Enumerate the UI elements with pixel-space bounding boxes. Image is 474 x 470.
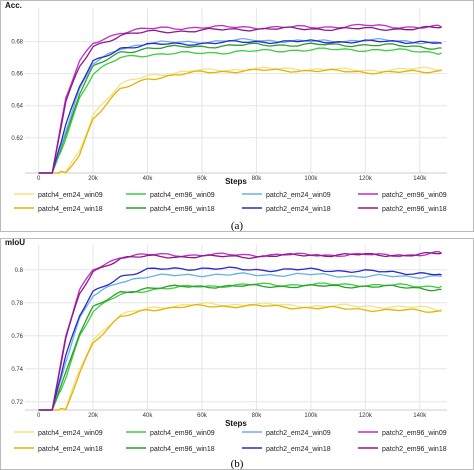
x-axis-label: Steps (225, 177, 247, 186)
series-line-patch4-em24-win18 (38, 303, 442, 411)
x-tick-label: 60k (197, 176, 208, 182)
x-tick-label: 80k (252, 413, 263, 419)
y-tick-label: 0.62 (11, 136, 23, 142)
legend-entry-patch2-em24-win18: patch2_em24_win18 (266, 446, 331, 453)
legend-entry-patch2-em24-win18: patch2_em24_win18 (266, 206, 331, 213)
x-tick-label: 100k (304, 176, 318, 182)
y-tick-label: 0.66 (11, 72, 23, 78)
x-tick-label: 20k (88, 176, 99, 182)
legend-entry-patch2-em96-win09: patch2_em96_win09 (382, 192, 447, 199)
series-line-patch2-em24-win18 (38, 39, 442, 174)
series-line-patch2-em24-win18 (38, 266, 442, 411)
x-axis-label: Steps (225, 419, 247, 428)
x-tick-label: 0 (37, 176, 41, 182)
y-tick-label: 0.74 (11, 367, 23, 373)
y-tick-label: 0.68 (11, 40, 23, 46)
accuracy-panel: 0.62 0.64 0.66 0.68 0 20k 40k 60k 80k 100k 120k 140… (0, 0, 474, 232)
series-line-patch4-em24-win09 (38, 66, 442, 174)
series-line-patch2-em96-win18 (38, 251, 442, 411)
series-line-patch2-em24-win09 (38, 272, 442, 411)
legend-entry-patch2-em96-win18: patch2_em96_win18 (382, 206, 447, 213)
series-line-patch2-em24-win09 (38, 37, 442, 174)
y-tick-label: 0.64 (11, 104, 23, 110)
series-line-patch2-em96-win18 (38, 25, 442, 174)
series-line-patch4-em96-win18 (38, 42, 442, 174)
series-line-patch4-em96-win09 (38, 47, 442, 174)
legend-entry-patch2-em96-win09: patch2_em96_win09 (382, 430, 447, 437)
legend-entry-patch2-em24-win09: patch2_em24_win09 (266, 192, 331, 199)
x-tick-label: 120k (359, 176, 373, 182)
series-line-patch2-em96-win09 (38, 23, 442, 174)
y-tick-label: 0.72 (11, 400, 23, 406)
legend-entry-patch4-em96-win09: patch4_em96_win09 (150, 192, 215, 199)
y-tick-label: 0.78 (11, 301, 23, 307)
x-tick-label: 40k (143, 413, 154, 419)
x-tick-label: 0 (37, 413, 41, 419)
legend-entry-patch4-em96-win18: patch4_em96_win18 (150, 206, 215, 213)
legend-entry-patch4-em96-win18: patch4_em96_win18 (150, 446, 215, 453)
panel-label: (b) (231, 458, 244, 470)
legend-entry-patch4-em24-win18: patch4_em24_win18 (38, 206, 103, 213)
x-tick-label: 20k (88, 413, 99, 419)
chart-title: Acc. (5, 1, 22, 10)
x-tick-label: 140k (413, 176, 427, 182)
series-line-patch4-em24-win18 (38, 68, 442, 174)
x-tick-label: 40k (143, 176, 154, 182)
legend-entry-patch4-em24-win18: patch4_em24_win18 (38, 446, 103, 453)
legend-entry-patch4-em24-win09: patch4_em24_win09 (38, 430, 103, 437)
y-tick-label: 0.8 (15, 268, 24, 274)
series-line-patch4-em96-win18 (38, 283, 442, 411)
miou-panel: 0.72 0.74 0.76 0.78 0.8 0 20k 40k 60k 80k 100k 120k… (0, 238, 474, 470)
series-line-patch4-em24-win09 (38, 302, 442, 411)
y-tick-label: 0.76 (11, 334, 23, 340)
legend-entry-patch4-em24-win09: patch4_em24_win09 (38, 192, 103, 199)
legend-entry-patch2-em24-win09: patch2_em24_win09 (266, 430, 331, 437)
x-tick-label: 100k (304, 413, 318, 419)
x-tick-label: 120k (359, 413, 373, 419)
chart-title: mIoU (5, 238, 25, 247)
x-tick-label: 60k (197, 413, 208, 419)
legend-entry-patch2-em96-win18: patch2_em96_win18 (382, 446, 447, 453)
x-tick-label: 140k (413, 413, 427, 419)
legend-entry-patch4-em96-win09: patch4_em96_win09 (150, 430, 215, 437)
panel-label: (a) (231, 220, 244, 232)
series-line-patch4-em96-win09 (38, 282, 442, 411)
x-tick-label: 80k (252, 176, 263, 182)
